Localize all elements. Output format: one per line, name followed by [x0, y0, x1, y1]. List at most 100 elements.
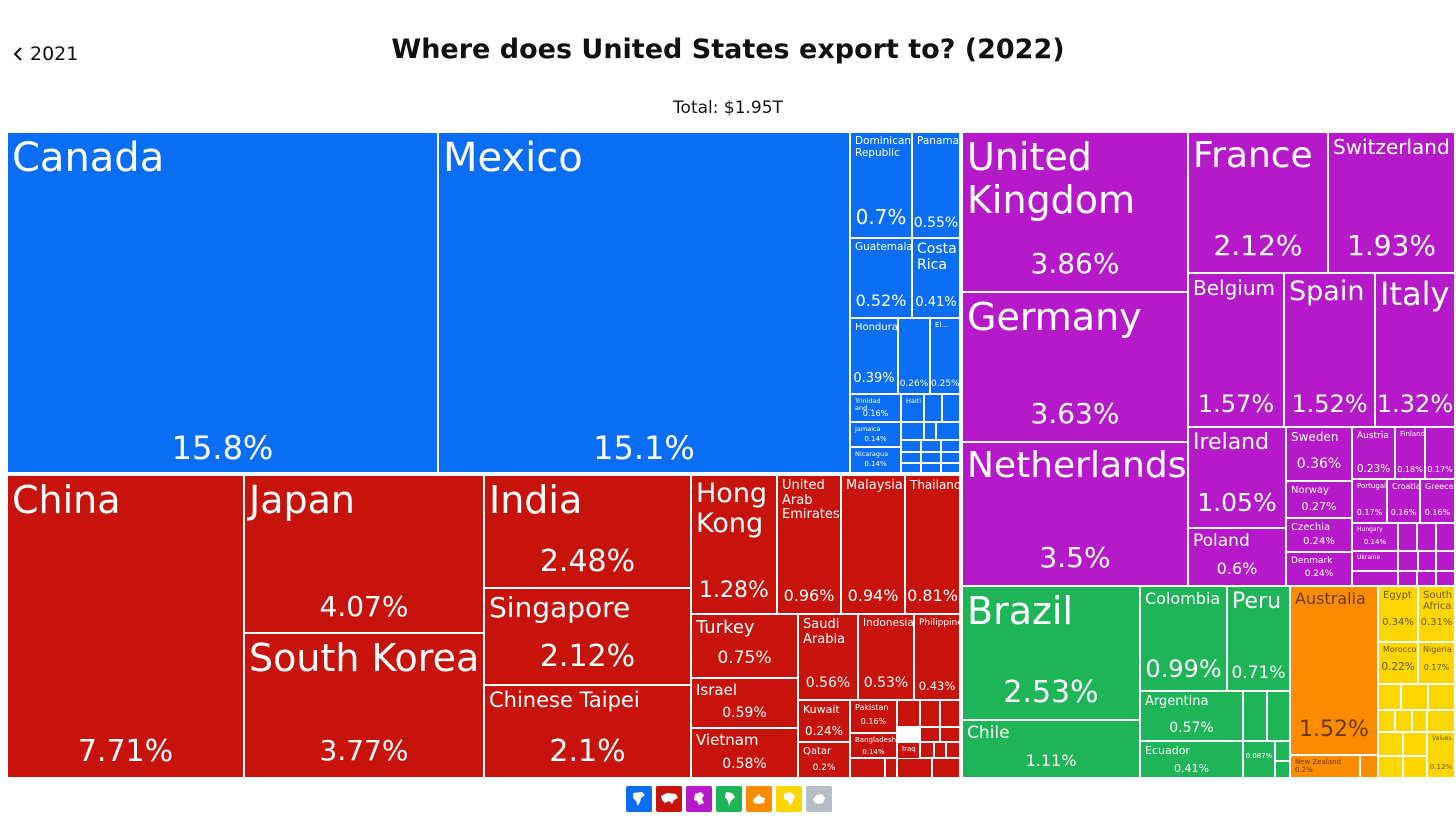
tile-nigeria[interactable]: Nigeria 0.17%	[1418, 642, 1455, 684]
tile-small-country[interactable]	[1403, 756, 1427, 778]
tile-japan[interactable]: Japan 4.07%	[244, 475, 484, 633]
tile-el[interactable]: El... 0.25%	[930, 318, 960, 394]
tile-unlabeled-7[interactable]: 0.26%	[898, 318, 930, 394]
tile-chile[interactable]: Chile 1.11%	[962, 720, 1140, 778]
tile-small-country[interactable]	[1436, 571, 1455, 586]
tile-philippines[interactable]: Philippines 0.43%	[914, 614, 960, 700]
tile-small-country[interactable]	[1401, 684, 1428, 710]
tile-qatar[interactable]: Qatar 0.2%	[798, 742, 850, 778]
tile-czechia[interactable]: Czechia 0.24%	[1286, 518, 1352, 552]
tile-nicaragua[interactable]: Nicaragua 0.14%	[850, 447, 901, 473]
tile-south-korea[interactable]: South Korea 3.77%	[244, 633, 484, 778]
tile-small-country[interactable]	[920, 742, 934, 758]
tile-small-country[interactable]	[1267, 691, 1290, 741]
tile-canada[interactable]: Canada 15.8%	[7, 132, 438, 473]
tile-small-country[interactable]	[1428, 684, 1455, 710]
tile-small-country[interactable]	[1378, 756, 1403, 778]
tile-small-country[interactable]	[897, 758, 932, 778]
tile-small-country[interactable]	[946, 742, 960, 758]
tile-hungary[interactable]: Hungary 0.14%	[1352, 523, 1398, 551]
tile-egypt[interactable]: Egypt 0.34%	[1378, 586, 1418, 642]
tile-small-country[interactable]	[901, 440, 921, 452]
tile-trinidad-and[interactable]: Trinidad and... 0.16%	[850, 394, 901, 422]
back-to-2021-link[interactable]: 2021	[12, 40, 78, 68]
tile-israel[interactable]: Israel 0.59%	[691, 678, 798, 728]
tile-guatemala[interactable]: Guatemala 0.52%	[850, 238, 912, 318]
tile-small-country[interactable]	[1378, 710, 1395, 732]
tile-small-country[interactable]	[1275, 741, 1290, 761]
tile-small-country[interactable]	[940, 700, 960, 727]
tile-australia[interactable]: Australia 1.52%	[1290, 586, 1378, 755]
tile-new-zealand[interactable]: New Zealand 0.2%	[1290, 755, 1360, 778]
legend-europe[interactable]	[686, 786, 712, 812]
tile-poland[interactable]: Poland 0.6%	[1188, 528, 1286, 586]
tile-small-country[interactable]	[1275, 761, 1290, 778]
tile-small-country[interactable]	[1417, 571, 1436, 586]
tile-morocco[interactable]: Morocco 0.22%	[1378, 642, 1418, 684]
tile-china[interactable]: China 7.71%	[7, 475, 244, 778]
tile-pakistan[interactable]: Pakistan 0.16%	[850, 700, 897, 733]
tile-united-arab-emirates[interactable]: United Arab Emirates 0.96%	[777, 475, 841, 614]
tile-small-country[interactable]	[920, 727, 940, 742]
tile-spain[interactable]: Spain 1.52%	[1284, 273, 1375, 427]
tile-small-country[interactable]	[901, 463, 921, 473]
tile-small-country[interactable]	[1436, 523, 1455, 551]
tile-small-country[interactable]	[1398, 523, 1417, 551]
tile-germany[interactable]: Germany 3.63%	[962, 292, 1188, 442]
tile-ukraine[interactable]: Ukraine	[1352, 551, 1398, 571]
tile-bangladesh[interactable]: Bangladesh 0.14%	[850, 733, 897, 758]
tile-finland[interactable]: Finland 0.18%	[1395, 427, 1425, 479]
tile-small-country[interactable]	[1418, 551, 1436, 571]
tile-saudi-arabia[interactable]: Saudi Arabia 0.56%	[798, 614, 858, 700]
tile-small-country[interactable]	[942, 394, 960, 422]
tile-vietnam[interactable]: Vietnam 0.58%	[691, 728, 798, 778]
tile-belgium[interactable]: Belgium 1.57%	[1188, 273, 1284, 427]
tile-small-country[interactable]	[1436, 551, 1455, 571]
tile-small-country[interactable]	[932, 758, 960, 778]
tile-small-country[interactable]	[921, 440, 941, 452]
tile-malaysia[interactable]: Malaysia 0.94%	[841, 475, 905, 614]
tile-small-country[interactable]	[920, 700, 940, 727]
tile-small-country[interactable]	[1352, 571, 1398, 586]
tile-small-country[interactable]	[850, 758, 885, 778]
tile-haiti[interactable]: Haiti	[901, 394, 924, 422]
tile-kuwait[interactable]: Kuwait 0.24%	[798, 700, 850, 742]
tile-croatia[interactable]: Croatia 0.16%	[1387, 479, 1420, 523]
tile-small-country[interactable]	[936, 422, 960, 440]
tile-small-country[interactable]	[1378, 684, 1401, 710]
tile-small-country[interactable]	[1403, 732, 1427, 756]
legend-oceania[interactable]	[746, 786, 772, 812]
tile-small-country[interactable]	[921, 463, 941, 473]
tile-small-country[interactable]	[1395, 710, 1412, 732]
tile-switzerland[interactable]: Switzerland 1.93%	[1328, 132, 1455, 273]
tile-mexico[interactable]: Mexico 15.1%	[438, 132, 850, 473]
tile-ecuador[interactable]: Ecuador 0.41%	[1140, 741, 1243, 778]
tile-small-country[interactable]	[921, 452, 941, 463]
legend-north-america[interactable]	[626, 786, 652, 812]
tile-small-country[interactable]	[1412, 710, 1427, 732]
tile-singapore[interactable]: Singapore 2.12%	[484, 588, 691, 685]
tile-small-country[interactable]	[1243, 691, 1267, 741]
tile-peru[interactable]: Peru 0.71%	[1227, 586, 1290, 691]
tile-small-country[interactable]	[1360, 755, 1378, 778]
tile-small-country[interactable]	[941, 440, 960, 452]
tile-netherlands[interactable]: Netherlands 3.5%	[962, 442, 1188, 586]
tile-argentina[interactable]: Argentina 0.57%	[1140, 691, 1243, 741]
tile-small-country[interactable]	[1398, 571, 1417, 586]
tile-honduras[interactable]: Honduras 0.39%	[850, 318, 898, 394]
tile-unlabeled-50[interactable]: 0.17%	[1425, 427, 1455, 479]
legend-antarctica[interactable]	[806, 786, 832, 812]
tile-small-country[interactable]	[1427, 710, 1455, 732]
legend-asia[interactable]	[656, 786, 682, 812]
tile-small-country[interactable]	[940, 727, 960, 742]
tile-small-country[interactable]	[924, 422, 936, 440]
tile-thailand[interactable]: Thailand 0.81%	[905, 475, 960, 614]
tile-denmark[interactable]: Denmark 0.24%	[1286, 552, 1352, 586]
tile-indonesia[interactable]: Indonesia 0.53%	[858, 614, 914, 700]
legend-south-america[interactable]	[716, 786, 742, 812]
tile-small-country[interactable]	[934, 742, 946, 758]
tile-colombia[interactable]: Colombia 0.99%	[1140, 586, 1227, 691]
tile-austria[interactable]: Austria 0.23%	[1352, 427, 1395, 479]
tile-unlabeled-62[interactable]: 0.087%	[1243, 741, 1275, 778]
tile-small-country[interactable]	[941, 452, 960, 463]
